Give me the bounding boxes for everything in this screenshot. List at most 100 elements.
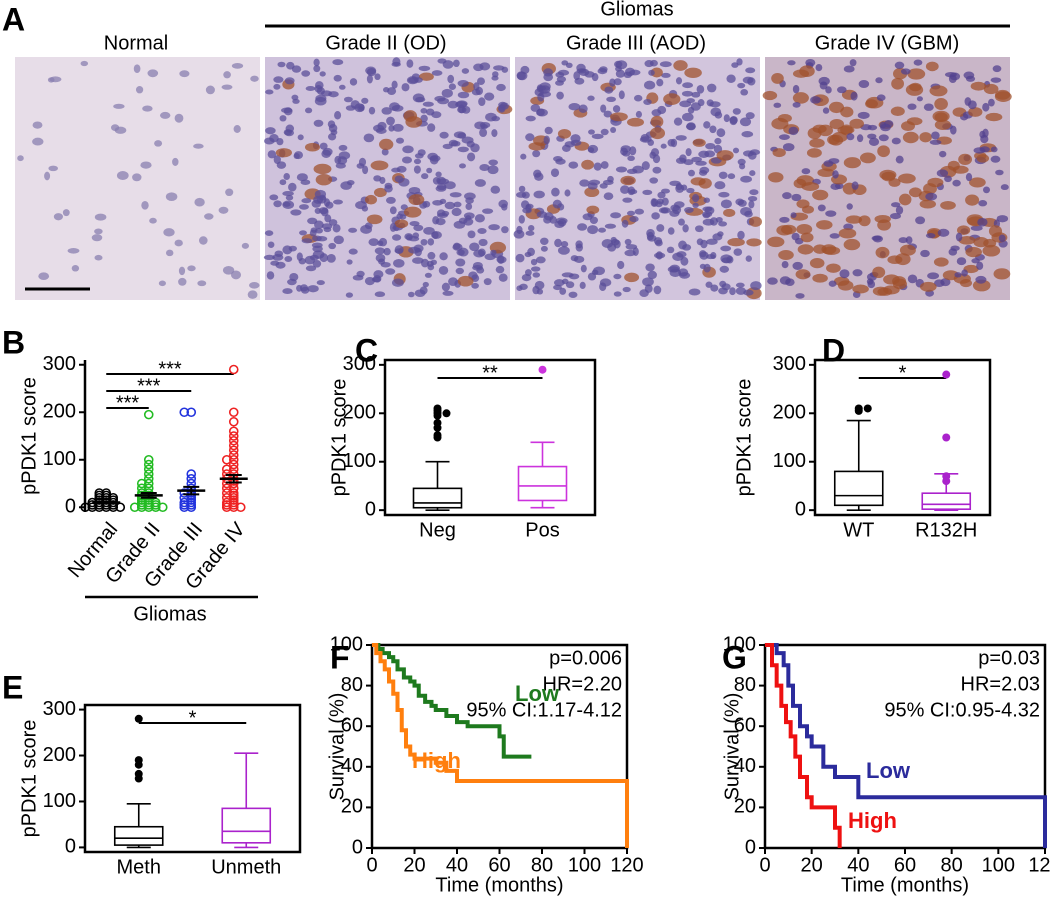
cell-nucleus [315, 173, 333, 186]
data-point [228, 426, 239, 437]
cell-nucleus [159, 111, 171, 119]
cell-nucleus [431, 70, 443, 76]
cell-nucleus [659, 61, 672, 68]
cell-nucleus [222, 265, 235, 275]
cell-nucleus [326, 254, 336, 263]
cell-nucleus [551, 187, 560, 197]
cell-nucleus [865, 99, 878, 109]
cell-nucleus [634, 94, 643, 102]
cell-nucleus [598, 227, 606, 233]
cell-nucleus [328, 242, 337, 250]
cell-nucleus [682, 82, 694, 89]
cell-nucleus [316, 195, 327, 204]
cell-nucleus [796, 223, 813, 235]
cell-nucleus [178, 266, 186, 276]
cell-nucleus [282, 191, 294, 197]
cell-nucleus [705, 281, 713, 288]
cell-nucleus [998, 234, 1006, 243]
cell-nucleus [927, 272, 940, 280]
cell-nucleus [313, 119, 324, 127]
cell-nucleus [666, 246, 675, 254]
y-tick-label: 300 [43, 698, 76, 720]
cell-nucleus [681, 90, 694, 97]
cell-nucleus [958, 153, 973, 166]
cell-nucleus [530, 258, 538, 266]
cell-nucleus [800, 232, 814, 243]
cell-nucleus [570, 255, 579, 262]
cell-nucleus [872, 266, 886, 279]
cell-nucleus [266, 271, 275, 280]
cell-nucleus [154, 140, 163, 147]
cell-nucleus [496, 83, 506, 92]
y-tick-label: 20 [341, 796, 363, 818]
cell-nucleus [604, 223, 617, 229]
cell-nucleus [277, 61, 286, 68]
cell-nucleus [479, 164, 490, 171]
cell-nucleus [691, 91, 701, 98]
cell-nucleus [487, 165, 499, 175]
cell-nucleus [843, 65, 855, 73]
cell-nucleus [979, 146, 990, 153]
cell-nucleus [702, 212, 711, 219]
cell-nucleus [412, 257, 424, 264]
cell-nucleus [898, 173, 916, 184]
cell-nucleus [795, 269, 811, 280]
cell-nucleus [976, 154, 990, 163]
cell-nucleus [247, 290, 258, 299]
cell-nucleus [381, 107, 392, 115]
cell-nucleus [461, 105, 471, 114]
cell-nucleus [745, 112, 755, 120]
data-point [228, 407, 239, 418]
cell-nucleus [610, 126, 617, 134]
cell-nucleus [473, 82, 480, 91]
cell-nucleus [915, 216, 926, 225]
cell-nucleus [779, 276, 791, 285]
cell-nucleus [743, 289, 754, 296]
cell-nucleus [599, 282, 607, 292]
cell-nucleus [976, 261, 984, 270]
cell-nucleus [877, 145, 890, 158]
cell-nucleus [116, 171, 129, 180]
cell-nucleus [846, 203, 853, 210]
cell-nucleus [444, 181, 456, 190]
cell-nucleus [988, 98, 995, 107]
cell-nucleus [613, 78, 622, 86]
cell-nucleus [875, 246, 890, 259]
cell-nucleus [740, 175, 752, 183]
cell-nucleus [656, 198, 664, 205]
cell-nucleus [233, 125, 241, 133]
cell-nucleus [267, 241, 275, 248]
cell-nucleus [364, 194, 378, 205]
cell-nucleus [453, 220, 466, 229]
x-tick-label: WT [843, 519, 874, 541]
cell-nucleus [323, 227, 332, 233]
cell-nucleus [365, 66, 377, 75]
cell-nucleus [773, 102, 782, 108]
group-label: Gliomas [600, 0, 673, 20]
plot-frame [813, 358, 992, 517]
y-tick-label: 40 [734, 755, 756, 777]
cell-nucleus [461, 68, 470, 74]
cell-nucleus [954, 272, 962, 278]
cell-nucleus [703, 197, 711, 203]
cell-nucleus [714, 137, 722, 145]
box [113, 825, 164, 846]
cell-nucleus [555, 71, 565, 78]
cell-nucleus [427, 251, 436, 260]
cell-nucleus [479, 62, 491, 71]
cell-nucleus [427, 238, 435, 246]
cell-nucleus [414, 153, 424, 159]
cell-nucleus [577, 223, 588, 231]
cell-nucleus [315, 94, 327, 103]
cell-nucleus [982, 244, 1001, 257]
cell-nucleus [925, 192, 938, 201]
cell-nucleus [621, 219, 629, 228]
cell-nucleus [275, 261, 286, 269]
cell-nucleus [781, 260, 789, 269]
cell-nucleus [414, 289, 426, 297]
cell-nucleus [385, 268, 396, 275]
cell-nucleus [599, 66, 608, 73]
cell-nucleus [401, 156, 413, 164]
cell-nucleus [767, 277, 778, 285]
cell-nucleus [113, 103, 125, 109]
